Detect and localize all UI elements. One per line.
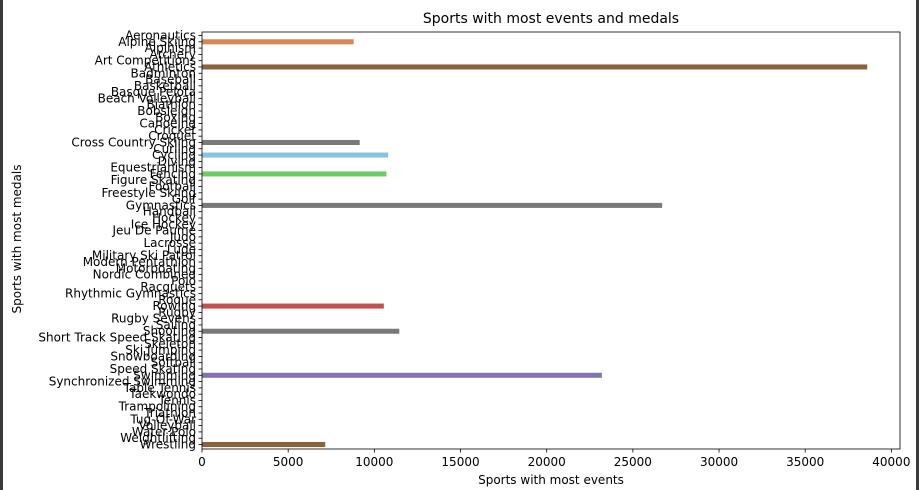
y-tick-label: Alpine Skiing xyxy=(118,35,196,49)
x-axis-label: Sports with most events xyxy=(478,473,624,487)
y-tick-label: Tug-Of-War xyxy=(129,412,196,426)
window-edge-right xyxy=(916,0,919,490)
y-tick-label: Synchronized Swimming xyxy=(49,375,196,389)
bar-athletics xyxy=(202,64,868,70)
y-tick-label: Rugby xyxy=(158,305,196,319)
bar-shooting xyxy=(202,328,400,334)
y-tick-label: Military Ski Patrol xyxy=(92,249,196,263)
y-tick-label: Volleyball xyxy=(139,419,196,433)
y-tick-label: Gymnastics xyxy=(126,198,196,212)
bar-swimming xyxy=(202,372,602,378)
y-tick-label: Weightlifting xyxy=(120,431,196,445)
y-tick-label: Ice Hockey xyxy=(131,217,196,231)
y-tick-label: Canoeing xyxy=(139,117,196,131)
y-axis-label: Sports with most medals xyxy=(10,165,24,314)
y-tick-label: Tennis xyxy=(158,393,196,407)
x-tick-label: 10000 xyxy=(355,455,393,469)
bar-alpine-skiing xyxy=(202,39,354,45)
y-tick-label: Basketball xyxy=(134,79,196,93)
y-tick-label: Roque xyxy=(158,293,196,307)
y-tick-label: Curling xyxy=(153,142,196,156)
y-tick-label: Table Tennis xyxy=(123,381,196,395)
y-tick-label: Aeronautics xyxy=(125,29,196,43)
y-tick-label: Judo xyxy=(169,230,196,244)
y-tick-label: Trampolining xyxy=(118,400,196,414)
bar-cycling xyxy=(202,152,389,158)
chart-title: Sports with most events and medals xyxy=(423,11,679,27)
y-tick-label: Swimming xyxy=(133,368,196,382)
y-tick-label: Croquet xyxy=(148,129,196,143)
x-tick-label: 15000 xyxy=(441,455,479,469)
y-tick-label: Biathlon xyxy=(146,98,196,112)
y-tick-label: Snowboarding xyxy=(110,349,196,363)
y-tick-label: Modern Pentathlon xyxy=(83,255,196,269)
y-tick-label: Cycling xyxy=(152,148,196,162)
y-tick-label: Rhythmic Gymnastics xyxy=(65,286,196,300)
bar-rowing xyxy=(202,303,384,309)
y-tick-label: Beach Volleyball xyxy=(98,91,196,105)
x-ticks-group: 0 5000 10000 15000 20000 25000 30000 35000 40000 xyxy=(198,449,910,469)
y-tick-label: Athletics xyxy=(144,60,196,74)
y-tick-label: Freestyle Skiing xyxy=(101,186,196,200)
y-tick-label: Racquets xyxy=(140,280,196,294)
window-edge-left xyxy=(0,0,3,490)
y-tick-label: Figure Skating xyxy=(111,173,196,187)
y-tick-label: Motorboating xyxy=(116,261,196,275)
y-tick-label: Basque Pelota xyxy=(111,85,196,99)
x-tick-label: 20000 xyxy=(528,455,566,469)
y-tick-label: Boxing xyxy=(155,110,196,124)
y-tick-label: Triathlon xyxy=(143,406,196,420)
x-tick-label: 0 xyxy=(198,455,206,469)
y-tick-label: Football xyxy=(148,180,196,194)
y-tick-label: Sailing xyxy=(156,318,196,332)
x-tick-label: 25000 xyxy=(614,455,652,469)
bar-gymnastics xyxy=(202,202,663,208)
y-tick-label: Hockey xyxy=(152,211,196,225)
bar-fencing xyxy=(202,171,387,177)
y-tick-label: Polo xyxy=(171,274,196,288)
y-tick-label: Diving xyxy=(158,154,196,168)
y-tick-label: Alpinism xyxy=(145,41,196,55)
y-tick-label: Softball xyxy=(151,356,196,370)
y-tick-label: Taekwondo xyxy=(128,387,196,401)
y-tick-label: Short Track Speed Skating xyxy=(38,331,196,345)
y-tick-label: Handball xyxy=(143,205,196,219)
y-tick-label: Fencing xyxy=(150,167,196,181)
bar-cross-country-skiing xyxy=(202,139,360,145)
y-tick-label: Rowing xyxy=(152,299,196,313)
y-tick-label: Water Polo xyxy=(132,425,196,439)
y-tick-label: Shooting xyxy=(143,324,196,338)
y-tick-label: Golf xyxy=(172,192,197,206)
y-tick-label: Ski Jumping xyxy=(125,343,196,357)
y-tick-label: Baseball xyxy=(145,73,196,87)
y-tick-label: Skeleton xyxy=(144,337,196,351)
y-tick-label: Rugby Sevens xyxy=(111,312,196,326)
y-tick-label: Archery xyxy=(150,47,197,61)
x-tick-label: 40000 xyxy=(872,455,910,469)
x-tick-label: 5000 xyxy=(273,455,304,469)
y-tick-label: Lacrosse xyxy=(143,236,196,250)
y-tick-label: Equestrianism xyxy=(110,161,196,175)
y-tick-label: Badminton xyxy=(131,66,196,80)
y-tick-label: Art Competitions xyxy=(95,54,196,68)
y-tick-label: Wrestling xyxy=(140,438,196,452)
y-tick-label: Speed Skating xyxy=(110,362,196,376)
bar-wrestling xyxy=(202,441,326,448)
x-tick-label: 30000 xyxy=(700,455,738,469)
y-tick-label: Jeu De Paume xyxy=(111,224,196,238)
y-tick-label: Luge xyxy=(167,242,196,256)
y-tick-label: Nordic Combined xyxy=(93,268,196,282)
y-tick-label: Bobsleigh xyxy=(137,104,196,118)
bars-group xyxy=(202,39,868,448)
plot-frame xyxy=(201,31,901,450)
y-tick-label: Cross Country Skiing xyxy=(71,135,196,149)
y-tick-label: Cricket xyxy=(154,123,196,137)
x-tick-label: 35000 xyxy=(786,455,824,469)
